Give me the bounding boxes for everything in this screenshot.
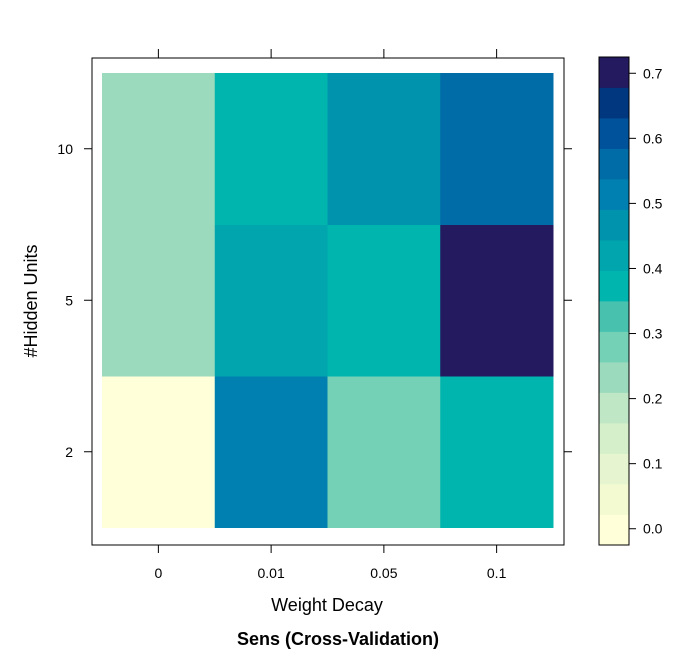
heatmap-cell-5-0 xyxy=(102,224,216,377)
heatmap-cell-10-0.01 xyxy=(214,73,328,225)
colorbar-tick-label: 0.3 xyxy=(643,326,663,342)
colorbar-frame xyxy=(598,56,630,546)
colorbar-segment xyxy=(599,57,629,88)
colorbar-segment xyxy=(599,179,629,210)
colorbar-segment xyxy=(599,484,629,515)
colorbar-tick-label: 0.6 xyxy=(643,130,663,146)
colorbar-segment xyxy=(599,87,629,119)
x-axis-title: Weight Decay xyxy=(271,595,383,615)
y-axis-title: #Hidden Units xyxy=(21,244,41,357)
y-tick-label: 2 xyxy=(65,444,73,460)
heatmap-cell-5-0.01 xyxy=(214,224,328,377)
colorbar-segment xyxy=(599,453,629,485)
x-tick-label: 0.05 xyxy=(370,565,397,581)
heatmap-cells xyxy=(102,73,554,528)
colorbar-tick-label: 0.1 xyxy=(643,456,663,472)
axis-ticks: 0 0.01 0.05 0.1 2 5 10 xyxy=(57,49,572,581)
heatmap-cell-10-0 xyxy=(102,73,216,225)
colorbar-tick-label: 0.4 xyxy=(643,260,663,276)
chart-title: Sens (Cross-Validation) xyxy=(237,629,439,649)
heatmap-cell-5-0.1 xyxy=(440,224,554,377)
heatmap-cell-2-0 xyxy=(102,376,216,528)
colorbar-segment xyxy=(599,240,629,271)
heatmap-cell-2-0.1 xyxy=(440,376,554,528)
colorbar-segment xyxy=(599,148,629,180)
x-tick-label: 0.1 xyxy=(487,565,507,581)
heatmap-cell-10-0.1 xyxy=(440,73,554,225)
colorbar: 0.0 0.1 0.2 0.3 0.4 0.5 0.6 0.7 xyxy=(598,56,663,546)
heatmap-cell-2-0.01 xyxy=(214,376,328,528)
colorbar-segment xyxy=(599,514,629,546)
heatmap-cell-2-0.05 xyxy=(327,376,441,528)
colorbar-segment xyxy=(599,392,629,424)
x-tick-label: 0 xyxy=(154,565,162,581)
colorbar-segment xyxy=(599,270,629,302)
colorbar-tick-label: 0.7 xyxy=(643,65,663,81)
plot-panel-frame xyxy=(91,57,565,546)
colorbar-segment xyxy=(599,301,629,332)
colorbar-segment xyxy=(599,423,629,454)
y-tick-label: 5 xyxy=(65,292,73,308)
x-tick-label: 0.01 xyxy=(258,565,285,581)
y-tick-label: 10 xyxy=(57,141,73,157)
heatmap-cell-10-0.05 xyxy=(327,73,441,225)
colorbar-segment xyxy=(599,209,629,241)
colorbar-segment xyxy=(599,118,629,149)
colorbar-tick-label: 0.5 xyxy=(643,195,663,211)
heatmap-cell-5-0.05 xyxy=(327,224,441,377)
colorbar-tick-label: 0.0 xyxy=(643,521,663,537)
colorbar-segment xyxy=(599,331,629,363)
colorbar-tick-label: 0.2 xyxy=(643,391,663,407)
colorbar-segment xyxy=(599,362,629,393)
